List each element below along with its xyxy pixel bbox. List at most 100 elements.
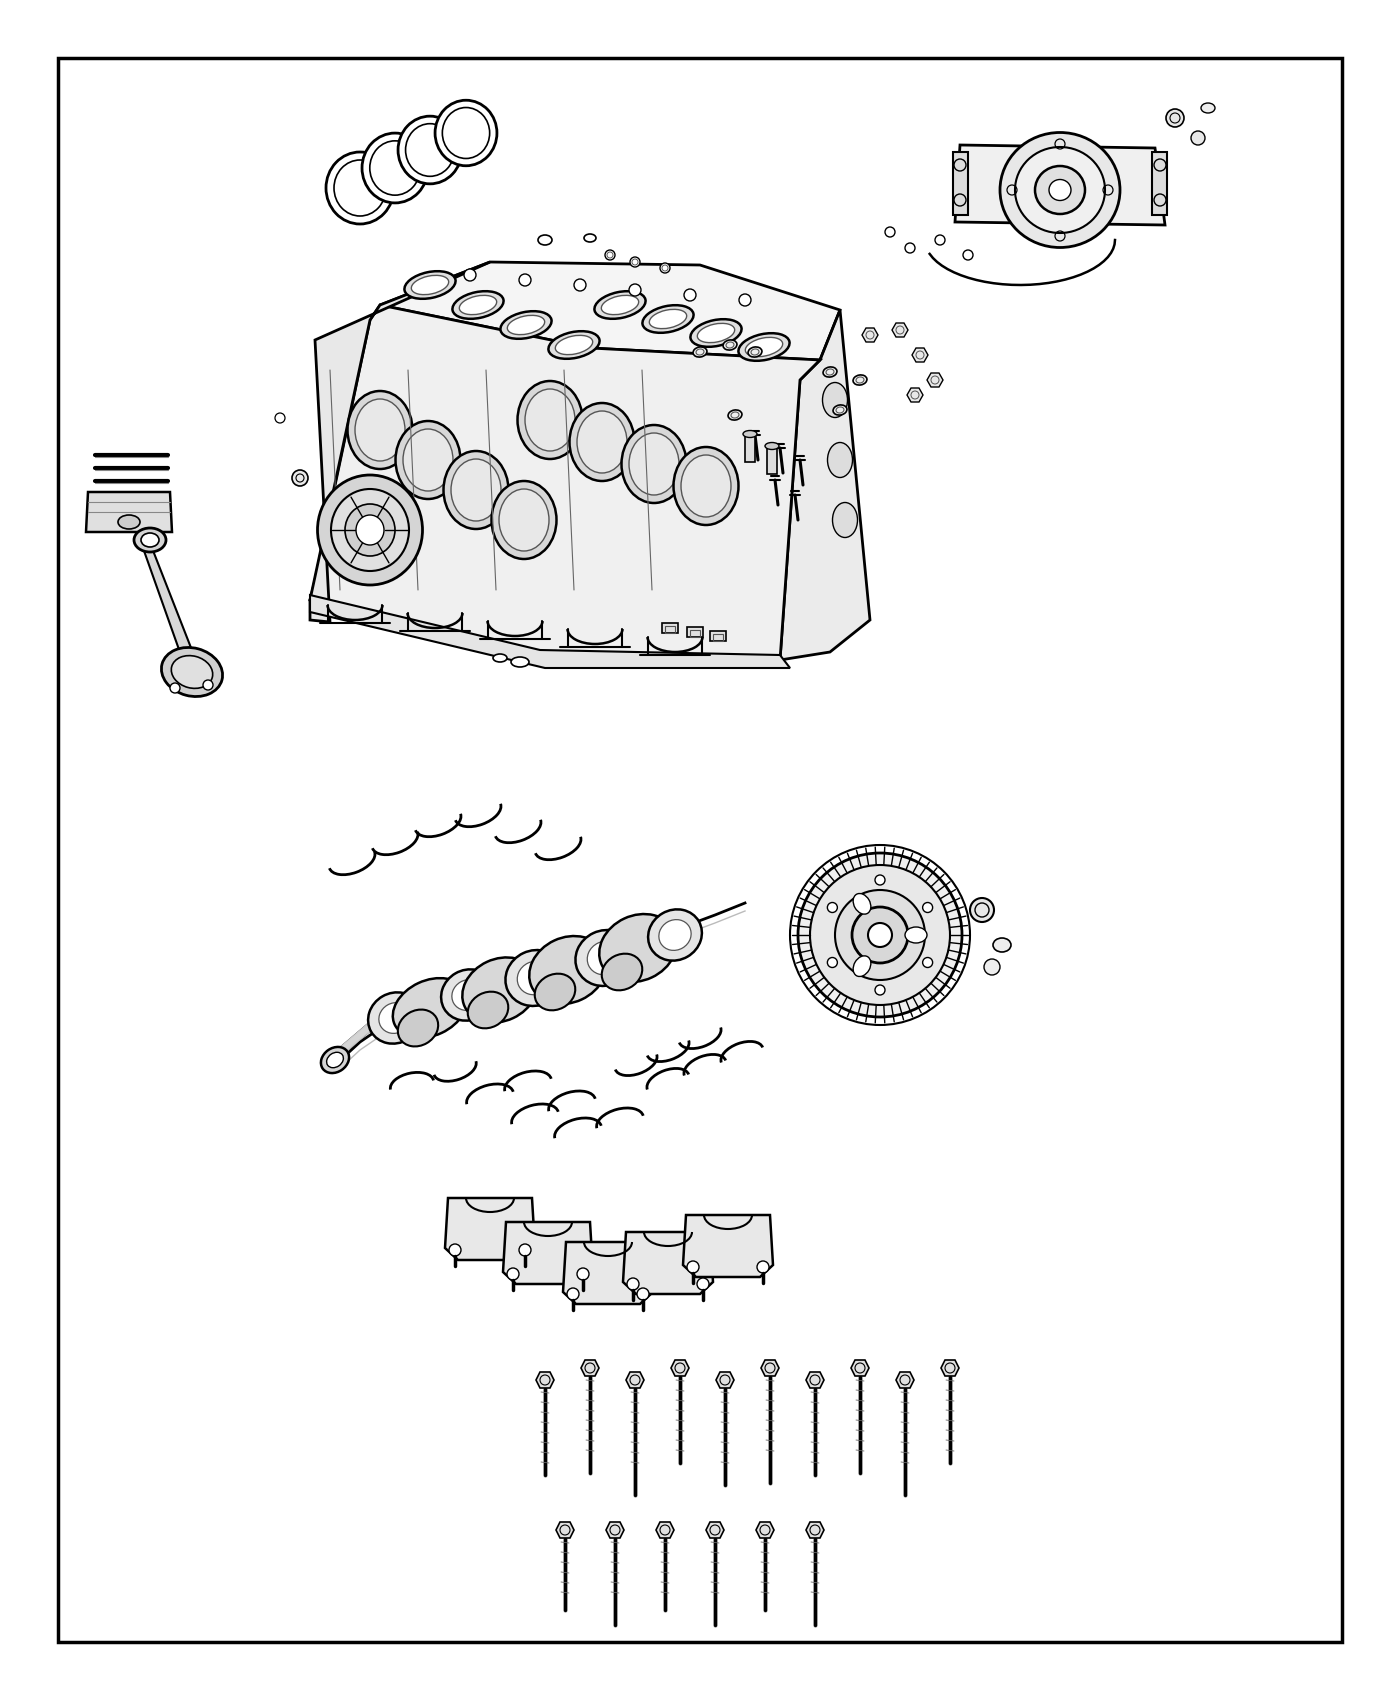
- Ellipse shape: [398, 116, 462, 184]
- Circle shape: [923, 903, 932, 913]
- Ellipse shape: [833, 503, 857, 537]
- Bar: [665, 626, 675, 632]
- Ellipse shape: [680, 456, 731, 517]
- Circle shape: [630, 257, 640, 267]
- Ellipse shape: [171, 656, 213, 689]
- Polygon shape: [606, 1522, 624, 1538]
- Ellipse shape: [500, 311, 552, 338]
- Ellipse shape: [321, 1047, 349, 1073]
- Ellipse shape: [697, 323, 735, 343]
- Ellipse shape: [629, 434, 679, 495]
- Circle shape: [449, 1244, 461, 1256]
- Ellipse shape: [498, 490, 549, 551]
- Circle shape: [567, 1289, 580, 1300]
- Ellipse shape: [141, 534, 160, 547]
- Ellipse shape: [444, 450, 508, 529]
- Ellipse shape: [1015, 146, 1105, 233]
- Circle shape: [629, 284, 641, 296]
- Circle shape: [293, 469, 308, 486]
- Polygon shape: [911, 348, 928, 362]
- Bar: [745, 434, 755, 462]
- Circle shape: [757, 1261, 769, 1273]
- Ellipse shape: [518, 381, 582, 459]
- Circle shape: [904, 243, 916, 253]
- Ellipse shape: [764, 442, 778, 449]
- Ellipse shape: [441, 969, 494, 1020]
- Ellipse shape: [370, 141, 420, 196]
- Polygon shape: [862, 328, 878, 342]
- Circle shape: [203, 680, 213, 690]
- Circle shape: [834, 891, 925, 979]
- Circle shape: [827, 903, 837, 913]
- Circle shape: [875, 984, 885, 994]
- Polygon shape: [851, 1360, 869, 1375]
- Polygon shape: [780, 309, 869, 660]
- Ellipse shape: [330, 490, 409, 571]
- Polygon shape: [806, 1522, 825, 1538]
- Ellipse shape: [823, 367, 837, 377]
- Circle shape: [605, 250, 615, 260]
- Ellipse shape: [505, 950, 564, 1006]
- Polygon shape: [309, 595, 790, 668]
- Polygon shape: [143, 547, 195, 658]
- Circle shape: [637, 1289, 650, 1300]
- Ellipse shape: [823, 382, 847, 418]
- Polygon shape: [953, 151, 967, 214]
- Ellipse shape: [595, 291, 645, 320]
- Ellipse shape: [584, 235, 596, 241]
- Polygon shape: [581, 1360, 599, 1375]
- Ellipse shape: [161, 648, 223, 697]
- Circle shape: [963, 250, 973, 260]
- Ellipse shape: [1000, 133, 1120, 248]
- Polygon shape: [806, 1372, 825, 1387]
- Ellipse shape: [379, 1003, 412, 1034]
- Polygon shape: [503, 1222, 594, 1284]
- Polygon shape: [309, 262, 490, 622]
- Circle shape: [811, 865, 951, 1005]
- Ellipse shape: [690, 320, 742, 347]
- Polygon shape: [556, 1522, 574, 1538]
- Polygon shape: [756, 1522, 774, 1538]
- Ellipse shape: [1035, 167, 1085, 214]
- Bar: [710, 631, 727, 641]
- Polygon shape: [1152, 151, 1168, 214]
- Ellipse shape: [602, 296, 638, 314]
- Ellipse shape: [452, 979, 484, 1010]
- Ellipse shape: [395, 422, 461, 500]
- Polygon shape: [379, 262, 840, 360]
- Ellipse shape: [347, 391, 413, 469]
- Circle shape: [739, 294, 750, 306]
- Ellipse shape: [363, 133, 428, 202]
- Ellipse shape: [827, 442, 853, 478]
- Circle shape: [697, 1278, 708, 1290]
- Ellipse shape: [622, 425, 686, 503]
- Polygon shape: [955, 144, 1165, 224]
- Ellipse shape: [318, 474, 423, 585]
- Ellipse shape: [525, 389, 575, 450]
- Polygon shape: [715, 1372, 734, 1387]
- Polygon shape: [309, 304, 820, 660]
- Ellipse shape: [599, 915, 676, 983]
- Polygon shape: [536, 1372, 554, 1387]
- Ellipse shape: [517, 960, 553, 994]
- Polygon shape: [85, 491, 172, 532]
- Circle shape: [1166, 109, 1184, 127]
- Ellipse shape: [538, 235, 552, 245]
- Circle shape: [577, 1268, 589, 1280]
- Circle shape: [798, 853, 962, 1017]
- Polygon shape: [445, 1198, 535, 1260]
- Ellipse shape: [748, 347, 762, 357]
- Ellipse shape: [577, 411, 627, 473]
- Circle shape: [935, 235, 945, 245]
- Ellipse shape: [403, 428, 454, 491]
- Ellipse shape: [393, 977, 468, 1039]
- Ellipse shape: [650, 309, 686, 328]
- Ellipse shape: [511, 656, 529, 666]
- Ellipse shape: [335, 160, 386, 216]
- Ellipse shape: [570, 403, 634, 481]
- Ellipse shape: [442, 107, 490, 158]
- Circle shape: [574, 279, 587, 291]
- Ellipse shape: [405, 272, 455, 299]
- Circle shape: [627, 1278, 638, 1290]
- Circle shape: [875, 876, 885, 886]
